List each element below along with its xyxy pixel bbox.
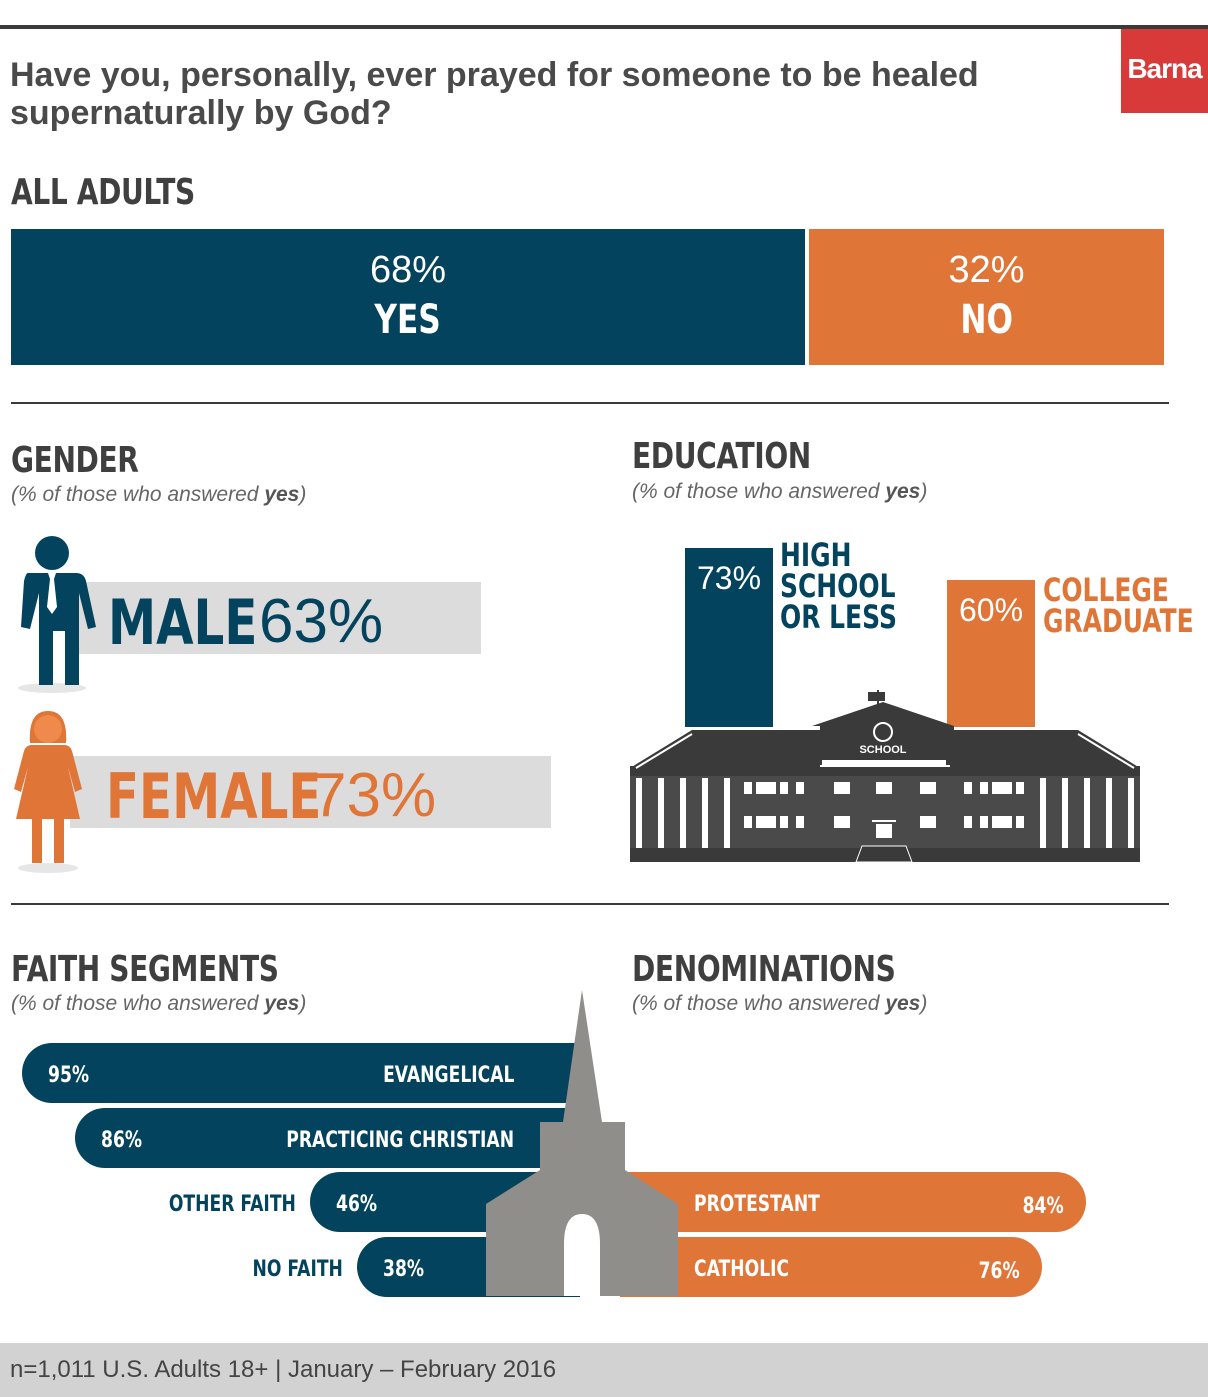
education-college-bar: 60% xyxy=(947,580,1035,727)
faith-heading: FAITH SEGMENTS xyxy=(11,949,279,990)
female-person-icon xyxy=(14,711,82,873)
female-bar xyxy=(70,756,551,828)
faith-subtitle-bold: yes xyxy=(264,992,300,1015)
faith-bar-label: PRACTICING CHRISTIAN xyxy=(222,1128,514,1153)
all-adults-yes-bar: 68% YES xyxy=(11,229,805,365)
gender-subtitle-bold: yes xyxy=(264,483,300,506)
all-adults-heading: ALL ADULTS xyxy=(11,172,195,213)
faith-bar xyxy=(22,1043,580,1103)
faith-bar-value: 38% xyxy=(383,1257,436,1282)
education-hs-label-line2: SCHOOL xyxy=(780,567,896,605)
page-title: Have you, personally, ever prayed for so… xyxy=(10,56,979,132)
faith-bar-value: 46% xyxy=(336,1192,389,1217)
female-label-row: FEMALE xyxy=(106,760,382,833)
female-label: FEMALE xyxy=(106,760,322,833)
education-college-value: 60% xyxy=(958,592,1024,628)
all-adults-yes-label-wrap: YES xyxy=(11,297,805,343)
education-subtitle-prefix: (% of those who answered xyxy=(632,480,886,503)
education-heading: EDUCATION xyxy=(632,436,811,477)
gender-subtitle-suffix: ) xyxy=(299,483,307,506)
faith-bar-value-text: 38% xyxy=(383,1257,425,1282)
gender-heading: GENDER xyxy=(11,440,139,481)
all-adults-no-label-wrap: NO xyxy=(809,297,1164,343)
male-bar xyxy=(70,582,481,654)
education-hs-label: HIGH SCHOOL OR LESS xyxy=(780,536,930,636)
faith-bar xyxy=(75,1108,580,1168)
footer-bar: n=1,011 U.S. Adults 18+ | January – Febr… xyxy=(0,1343,1208,1397)
all-adults-yes-value: 68% xyxy=(369,249,447,291)
all-adults-yes-label: YES xyxy=(374,297,442,343)
denomination-bar-label: PROTESTANT xyxy=(694,1192,855,1217)
male-label-row: MALE xyxy=(108,586,300,659)
denominations-subtitle-suffix: ) xyxy=(920,992,928,1015)
faith-bar-value: 95% xyxy=(48,1063,101,1088)
faith-bar-value-text: 86% xyxy=(101,1128,143,1153)
faith-bar-value: 86% xyxy=(101,1128,154,1153)
denomination-bar-value: 76% xyxy=(967,1259,1020,1284)
education-subtitle-suffix: ) xyxy=(920,480,928,503)
divider-2 xyxy=(11,903,1169,905)
denomination-bar-value-text: 76% xyxy=(978,1259,1020,1284)
education-college-label-line2: GRADUATE xyxy=(1043,602,1194,640)
all-adults-no-value: 32% xyxy=(948,249,1025,291)
faith-bar-value-text: 95% xyxy=(48,1063,90,1088)
education-hs-label-line1: HIGH xyxy=(780,536,852,574)
faith-bar-label-text: NO FAITH xyxy=(252,1257,343,1282)
education-hs-value: 73% xyxy=(696,560,762,596)
education-subtitle-bold: yes xyxy=(885,480,921,503)
denomination-bar-value: 84% xyxy=(1011,1194,1064,1219)
education-hs-label-line3: OR LESS xyxy=(780,598,897,636)
faith-bar-label-text: EVANGELICAL xyxy=(382,1063,514,1088)
barna-logo: Barna xyxy=(1121,29,1208,113)
footer-text: n=1,011 U.S. Adults 18+ | January – Febr… xyxy=(10,1356,557,1383)
faith-bar-label-text: PRACTICING CHRISTIAN xyxy=(286,1128,514,1153)
denominations-heading: DENOMINATIONS xyxy=(632,949,896,990)
faith-bar-label: OTHER FAITH xyxy=(133,1192,296,1217)
denomination-bar-label: CATHOLIC xyxy=(694,1257,816,1282)
education-college-label-line1: COLLEGE xyxy=(1043,571,1169,609)
denominations-subtitle: (% of those who answered yes) xyxy=(632,992,927,1016)
education-hs-bar: 73% xyxy=(685,548,773,727)
education-college-label: COLLEGE GRADUATE xyxy=(1043,571,1208,640)
divider-1 xyxy=(11,402,1169,404)
school-sign: SCHOOL xyxy=(859,744,906,756)
all-adults-no-label: NO xyxy=(960,297,1013,343)
faith-subtitle-prefix: (% of those who answered xyxy=(11,992,265,1015)
all-adults-no-bar: 32% NO xyxy=(809,229,1164,365)
faith-bar-label: EVANGELICAL xyxy=(346,1063,514,1088)
education-subtitle: (% of those who answered yes) xyxy=(632,480,927,504)
denominations-subtitle-prefix: (% of those who answered xyxy=(632,992,886,1015)
denomination-bar-value-text: 84% xyxy=(1022,1194,1064,1219)
female-value: 73% xyxy=(312,761,437,830)
faith-bar-value-text: 46% xyxy=(336,1192,378,1217)
denomination-bar-label-text: PROTESTANT xyxy=(694,1192,820,1217)
top-rule xyxy=(0,25,1208,29)
denominations-subtitle-bold: yes xyxy=(885,992,921,1015)
church-steeple-illustration xyxy=(486,990,678,1296)
gender-subtitle-prefix: (% of those who answered xyxy=(11,483,265,506)
denomination-bar xyxy=(620,1172,1086,1232)
male-value: 63% xyxy=(259,587,384,656)
male-person-icon xyxy=(18,536,96,693)
faith-bar-label: NO FAITH xyxy=(227,1257,343,1282)
gender-subtitle: (% of those who answered yes) xyxy=(11,483,306,507)
faith-subtitle: (% of those who answered yes) xyxy=(11,992,306,1016)
denomination-bar xyxy=(620,1237,1042,1297)
denomination-bar-label-text: CATHOLIC xyxy=(694,1257,790,1282)
faith-bar-label-text: OTHER FAITH xyxy=(168,1192,296,1217)
school-building-illustration: SCHOOL xyxy=(630,690,1140,863)
male-label: MALE xyxy=(108,586,258,659)
faith-subtitle-suffix: ) xyxy=(299,992,307,1015)
